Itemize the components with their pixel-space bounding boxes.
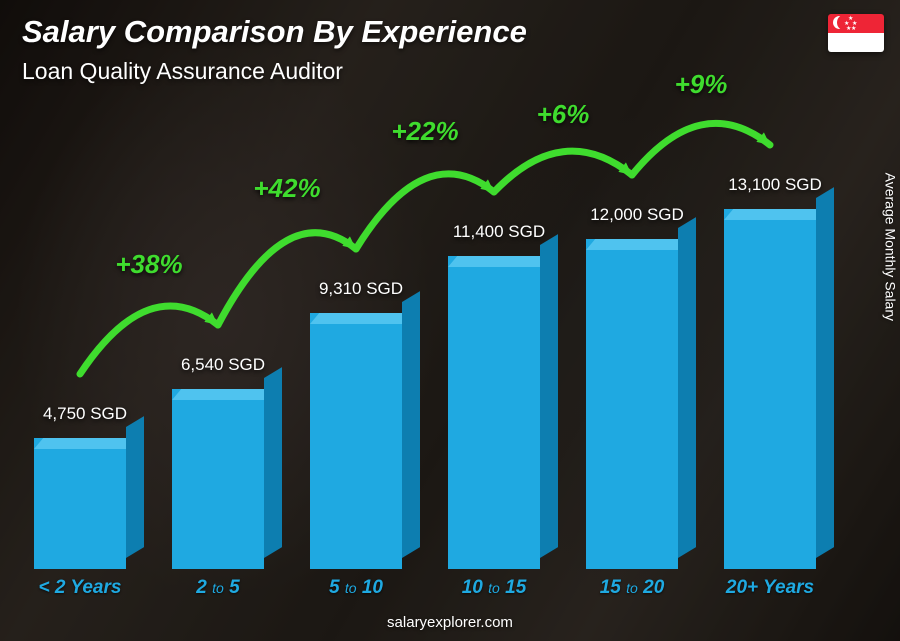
bar <box>310 313 402 569</box>
chart-subtitle: Loan Quality Assurance Auditor <box>22 58 343 85</box>
delta-label: +38% <box>89 249 209 280</box>
bar-side <box>816 187 834 558</box>
bar-group: 20+ Years13,100 SGD <box>710 169 830 599</box>
bar-group: 10 to 1511,400 SGD <box>434 216 554 599</box>
flag-singapore: ★ ★ ★ ★ ★ <box>828 14 884 52</box>
bar-group: < 2 Years4,750 SGD <box>20 398 140 599</box>
chart-title: Salary Comparison By Experience <box>22 14 527 50</box>
content: Salary Comparison By Experience Loan Qua… <box>0 0 900 641</box>
value-label: 13,100 SGD <box>695 175 855 195</box>
delta-label: +6% <box>503 99 623 130</box>
bar-top <box>310 313 411 324</box>
y-axis-label: Average Monthly Salary <box>882 172 898 320</box>
bar-top <box>34 438 135 449</box>
value-label: 9,310 SGD <box>281 279 441 299</box>
bar-front <box>586 239 678 569</box>
delta-label: +9% <box>641 69 761 100</box>
bar-group: 5 to 109,310 SGD <box>296 273 416 599</box>
bar <box>172 389 264 569</box>
bar-group: 15 to 2012,000 SGD <box>572 199 692 599</box>
bar-top <box>586 239 687 250</box>
delta-label: +22% <box>365 116 485 147</box>
bar <box>34 438 126 569</box>
bar-group: 2 to 56,540 SGD <box>158 349 278 599</box>
category-label: 2 to 5 <box>158 577 278 599</box>
category-label: 15 to 20 <box>572 577 692 599</box>
bar-front <box>448 256 540 569</box>
bar-top <box>172 389 273 400</box>
bar-side <box>540 234 558 558</box>
bar <box>724 209 816 569</box>
category-label: 5 to 10 <box>296 577 416 599</box>
value-label: 11,400 SGD <box>419 222 579 242</box>
bar-front <box>724 209 816 569</box>
value-label: 6,540 SGD <box>143 355 303 375</box>
bar-front <box>310 313 402 569</box>
category-label: < 2 Years <box>20 577 140 599</box>
category-label: 10 to 15 <box>434 577 554 599</box>
bar <box>448 256 540 569</box>
category-label: 20+ Years <box>710 577 830 599</box>
value-label: 12,000 SGD <box>557 205 717 225</box>
bar-chart: < 2 Years4,750 SGD2 to 56,540 SGD+38%5 t… <box>20 100 850 599</box>
bar-side <box>678 217 696 558</box>
bar <box>586 239 678 569</box>
bar-side <box>264 367 282 558</box>
footer-attribution: salaryexplorer.com <box>0 614 900 631</box>
bar-side <box>126 416 144 558</box>
delta-label: +42% <box>227 173 347 204</box>
bar-top <box>724 209 825 220</box>
bar-side <box>402 291 420 558</box>
bar-front <box>172 389 264 569</box>
bar-front <box>34 438 126 569</box>
value-label: 4,750 SGD <box>5 404 165 424</box>
bar-top <box>448 256 549 267</box>
